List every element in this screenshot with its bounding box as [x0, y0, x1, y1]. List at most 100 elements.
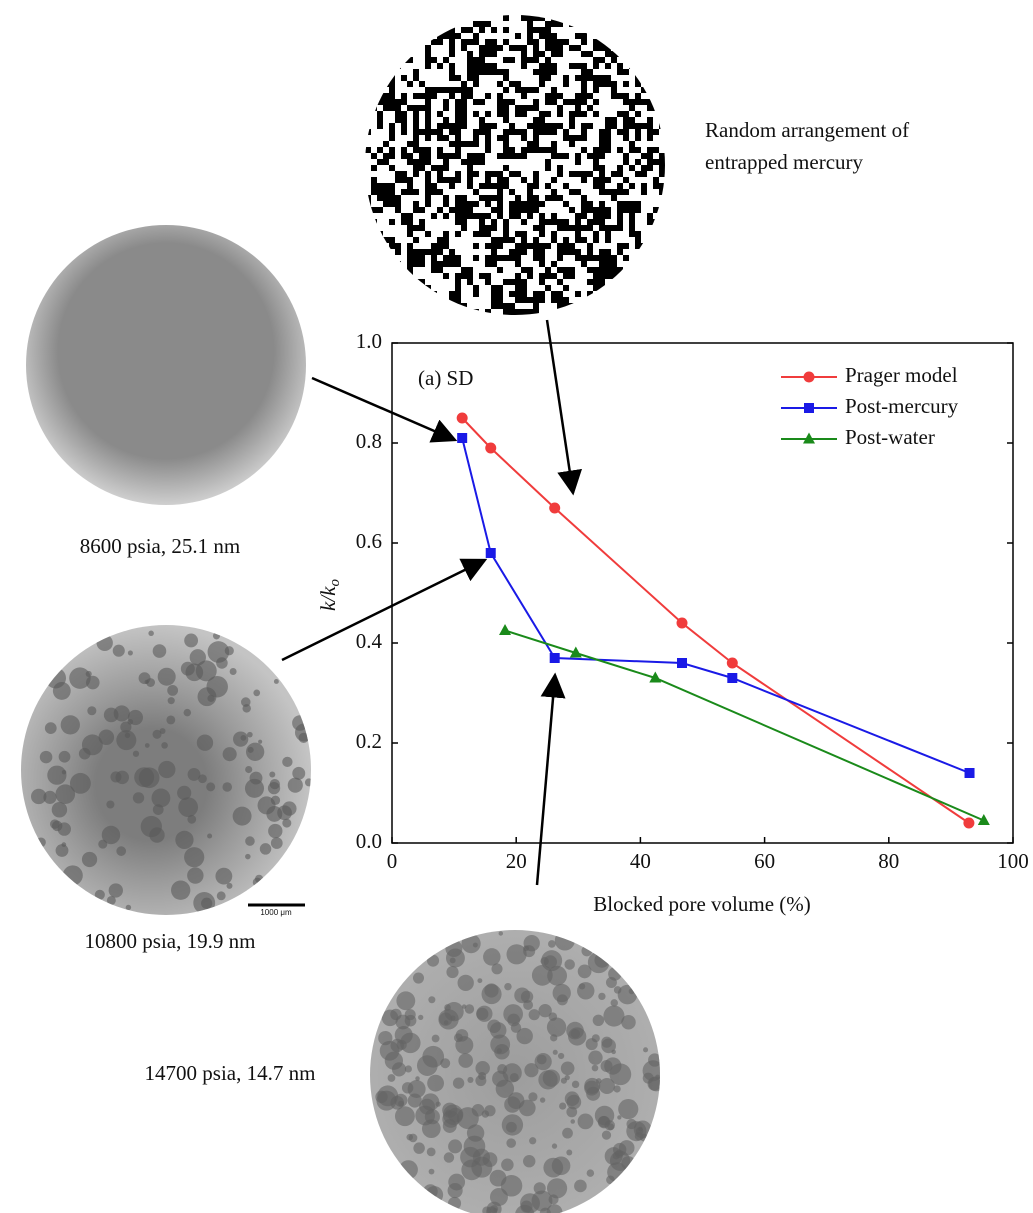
pixel	[581, 21, 587, 27]
pixel	[533, 177, 539, 183]
pixel	[401, 303, 407, 309]
pixel	[647, 213, 653, 219]
pixel	[455, 33, 461, 39]
pixel	[617, 189, 623, 195]
pixel	[371, 249, 377, 255]
pixel	[569, 267, 575, 273]
pixel	[551, 195, 557, 201]
pixel	[539, 15, 545, 21]
pore	[187, 867, 204, 884]
pixel	[365, 129, 371, 135]
pore	[529, 1137, 537, 1145]
pixel	[443, 231, 449, 237]
pore	[550, 1034, 558, 1042]
pixel	[533, 117, 539, 123]
pixel	[515, 255, 521, 261]
pixel	[509, 201, 515, 207]
pixel	[491, 237, 497, 243]
pore	[613, 1085, 621, 1093]
pixel	[635, 111, 641, 117]
pixel	[635, 279, 641, 285]
pore	[404, 1065, 412, 1073]
pixel	[599, 171, 605, 177]
pixel	[383, 93, 389, 99]
pixel	[431, 189, 437, 195]
pixel	[587, 69, 593, 75]
caption: 10800 psia, 19.9 nm	[85, 929, 256, 953]
pixel	[653, 159, 659, 165]
pixel	[443, 99, 449, 105]
pixel	[419, 39, 425, 45]
pixel	[395, 171, 401, 177]
pixel	[533, 69, 539, 75]
pixel	[629, 27, 635, 33]
pixel	[425, 45, 431, 51]
pore	[113, 705, 130, 722]
pixel	[659, 81, 665, 87]
marker	[804, 403, 814, 413]
pixel	[365, 291, 371, 297]
pixel	[593, 99, 599, 105]
pixel	[581, 63, 587, 69]
pixel	[491, 123, 497, 129]
pore	[62, 865, 83, 886]
pore	[498, 931, 504, 936]
pixel	[659, 69, 665, 75]
pixel	[539, 27, 545, 33]
pixel	[605, 207, 611, 213]
pixel	[521, 297, 527, 303]
pixel	[629, 99, 635, 105]
pixel	[641, 165, 647, 171]
pixel	[443, 255, 449, 261]
pixel	[485, 69, 491, 75]
pore	[244, 778, 265, 798]
pore	[546, 1017, 567, 1037]
pixel	[443, 213, 449, 219]
pixel	[377, 81, 383, 87]
pixel	[443, 261, 449, 267]
pixel	[377, 69, 383, 75]
pixel	[539, 33, 545, 39]
pixel	[605, 177, 611, 183]
pixel	[401, 189, 407, 195]
pixel	[401, 93, 407, 99]
pixel	[437, 63, 443, 69]
pixel	[413, 135, 419, 141]
pixel	[659, 123, 665, 129]
pixel	[425, 15, 431, 21]
legend-label: Prager model	[845, 363, 958, 387]
pixel	[551, 99, 557, 105]
pixel	[575, 237, 581, 243]
pore	[591, 1034, 600, 1043]
series-line	[461, 417, 970, 824]
pixel	[371, 69, 377, 75]
pixel	[455, 285, 461, 291]
marker	[726, 657, 738, 669]
pixel	[635, 159, 641, 165]
pixel	[551, 231, 557, 237]
pixel	[485, 141, 491, 147]
pixel	[599, 255, 605, 261]
pixel	[425, 171, 431, 177]
pixel	[389, 189, 395, 195]
pixel	[599, 285, 605, 291]
pixel	[371, 219, 377, 225]
pixel	[593, 159, 599, 165]
pixel	[617, 213, 623, 219]
pixel	[647, 159, 653, 165]
pixel	[383, 195, 389, 201]
pixel	[599, 129, 605, 135]
pixel	[617, 45, 623, 51]
y-tick-label: 0.8	[356, 429, 382, 453]
pore	[448, 1107, 463, 1123]
pixel	[473, 201, 479, 207]
pixel	[575, 249, 581, 255]
pixel	[623, 273, 629, 279]
pixel	[515, 297, 521, 303]
pixel	[551, 273, 557, 279]
pixel	[449, 141, 455, 147]
pixel	[449, 207, 455, 213]
pore	[564, 1074, 570, 1081]
pixel	[605, 21, 611, 27]
pixel	[407, 231, 413, 237]
